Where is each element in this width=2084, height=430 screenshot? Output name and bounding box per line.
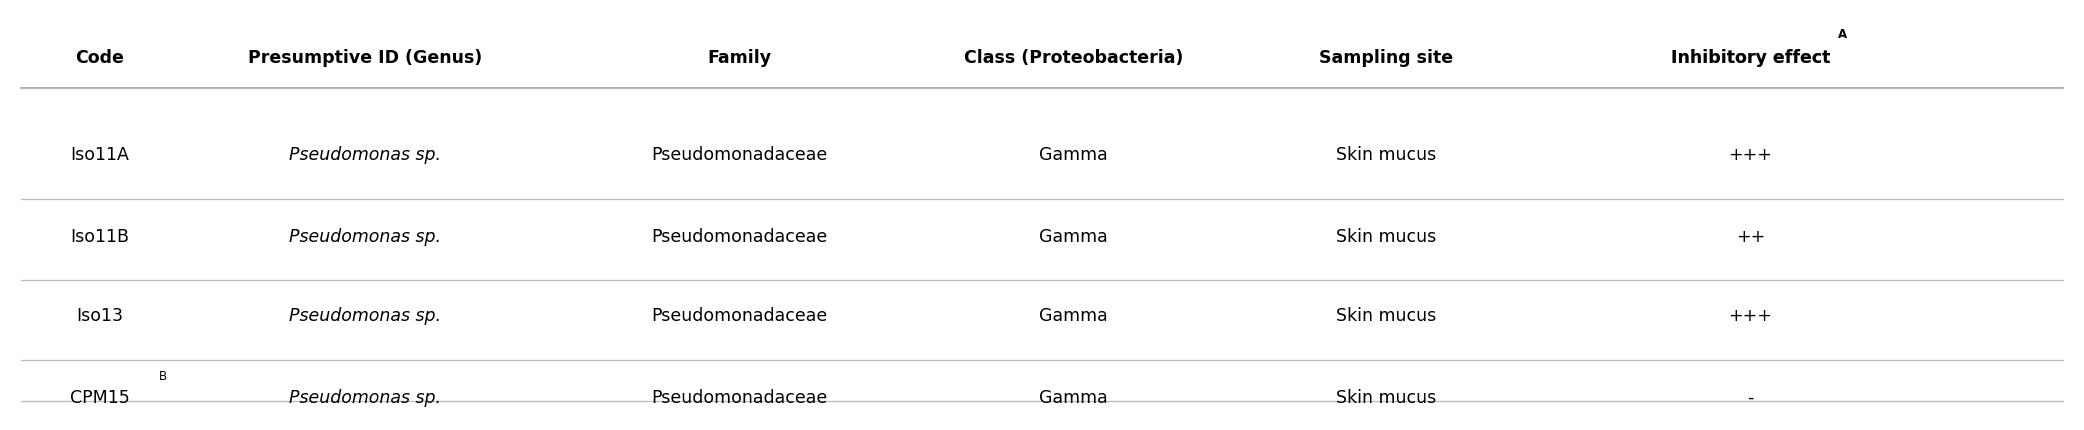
Text: Sampling site: Sampling site: [1319, 49, 1453, 67]
Text: Skin mucus: Skin mucus: [1336, 146, 1436, 164]
Text: +++: +++: [1728, 146, 1773, 164]
Text: A: A: [1838, 28, 1846, 41]
Text: Inhibitory effect: Inhibitory effect: [1671, 49, 1830, 67]
Text: Family: Family: [709, 49, 771, 67]
Text: B: B: [158, 370, 167, 383]
Text: +++: +++: [1728, 307, 1773, 325]
Text: Presumptive ID (Genus): Presumptive ID (Genus): [248, 49, 481, 67]
Text: Pseudomonadaceae: Pseudomonadaceae: [652, 307, 827, 325]
Text: Pseudomonas sp.: Pseudomonas sp.: [290, 307, 440, 325]
Text: Skin mucus: Skin mucus: [1336, 389, 1436, 407]
Text: Pseudomonas sp.: Pseudomonas sp.: [290, 146, 440, 164]
Text: Iso11B: Iso11B: [71, 227, 129, 246]
Text: Pseudomonadaceae: Pseudomonadaceae: [652, 389, 827, 407]
Text: Gamma: Gamma: [1040, 227, 1107, 246]
Text: Iso13: Iso13: [77, 307, 123, 325]
Text: Inhibitory effect: Inhibitory effect: [1671, 49, 1830, 67]
Text: CPM15: CPM15: [71, 389, 129, 407]
Text: Gamma: Gamma: [1040, 146, 1107, 164]
Text: Gamma: Gamma: [1040, 389, 1107, 407]
Text: Gamma: Gamma: [1040, 307, 1107, 325]
Text: Skin mucus: Skin mucus: [1336, 307, 1436, 325]
Text: -: -: [1746, 389, 1755, 407]
Text: Class (Proteobacteria): Class (Proteobacteria): [963, 49, 1184, 67]
Text: Pseudomonadaceae: Pseudomonadaceae: [652, 227, 827, 246]
Text: Code: Code: [75, 49, 125, 67]
Text: Inhibitory effect: Inhibitory effect: [1671, 49, 1830, 67]
Text: ++: ++: [1736, 227, 1765, 246]
Text: Pseudomonadaceae: Pseudomonadaceae: [652, 146, 827, 164]
Text: Skin mucus: Skin mucus: [1336, 227, 1436, 246]
Text: Pseudomonas sp.: Pseudomonas sp.: [290, 389, 440, 407]
Text: Pseudomonas sp.: Pseudomonas sp.: [290, 227, 440, 246]
Text: Iso11A: Iso11A: [71, 146, 129, 164]
